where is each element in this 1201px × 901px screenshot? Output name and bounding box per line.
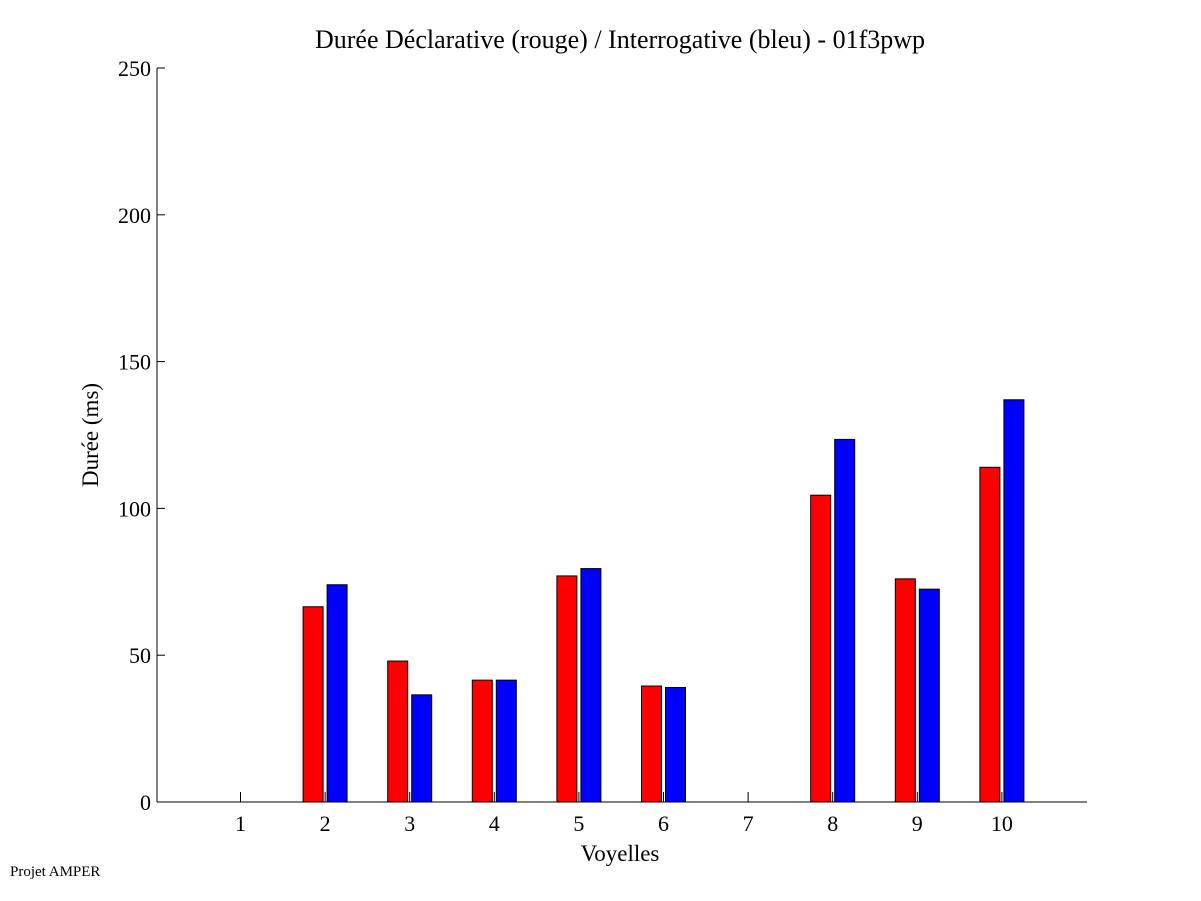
bar-interrogative-8 [834, 438, 856, 803]
x-tick-label: 10 [991, 811, 1013, 836]
bar-interrogative-10 [1003, 399, 1025, 803]
bar-declarative-4 [471, 679, 493, 803]
bar-declarative-5 [556, 575, 578, 803]
x-tick-label: 8 [827, 811, 838, 836]
bars-group [302, 399, 1025, 803]
x-tick-label: 7 [743, 811, 754, 836]
y-tick-label: 100 [118, 496, 151, 521]
y-tick-label: 250 [118, 56, 151, 81]
x-tick-label: 6 [658, 811, 669, 836]
y-axis-label: Durée (ms) [78, 383, 103, 487]
bar-declarative-3 [387, 660, 409, 803]
bar-declarative-2 [302, 606, 324, 803]
bar-declarative-9 [894, 578, 916, 803]
y-tick-label: 50 [129, 643, 151, 668]
bar-interrogative-2 [326, 584, 348, 803]
x-tick-label: 2 [320, 811, 331, 836]
x-axis-label: Voyelles [581, 841, 660, 866]
x-tick-label: 9 [912, 811, 923, 836]
y-tick-label: 0 [140, 790, 151, 815]
axes-group [156, 68, 1087, 803]
x-tick-label: 1 [235, 811, 246, 836]
bar-declarative-8 [810, 494, 832, 803]
bar-declarative-10 [979, 466, 1001, 803]
y-tick-label: 150 [118, 350, 151, 375]
y-tick-label: 200 [118, 203, 151, 228]
bar-interrogative-6 [665, 686, 686, 803]
chart-title: Durée Déclarative (rouge) / Interrogativ… [315, 25, 925, 54]
bar-interrogative-9 [918, 588, 940, 803]
x-ticks-group: 1 2 3 4 5 6 7 8 9 10 [235, 792, 1013, 836]
x-tick-label: 3 [404, 811, 415, 836]
x-tick-label: 4 [489, 811, 500, 836]
bar-interrogative-3 [411, 694, 433, 803]
bar-declarative-6 [641, 685, 662, 803]
footer-note: Projet AMPER [10, 864, 101, 880]
y-ticks-group: 0 50 100 150 200 250 [118, 56, 165, 815]
bar-interrogative-5 [580, 568, 602, 803]
bar-interrogative-4 [495, 679, 517, 803]
x-tick-label: 5 [573, 811, 584, 836]
